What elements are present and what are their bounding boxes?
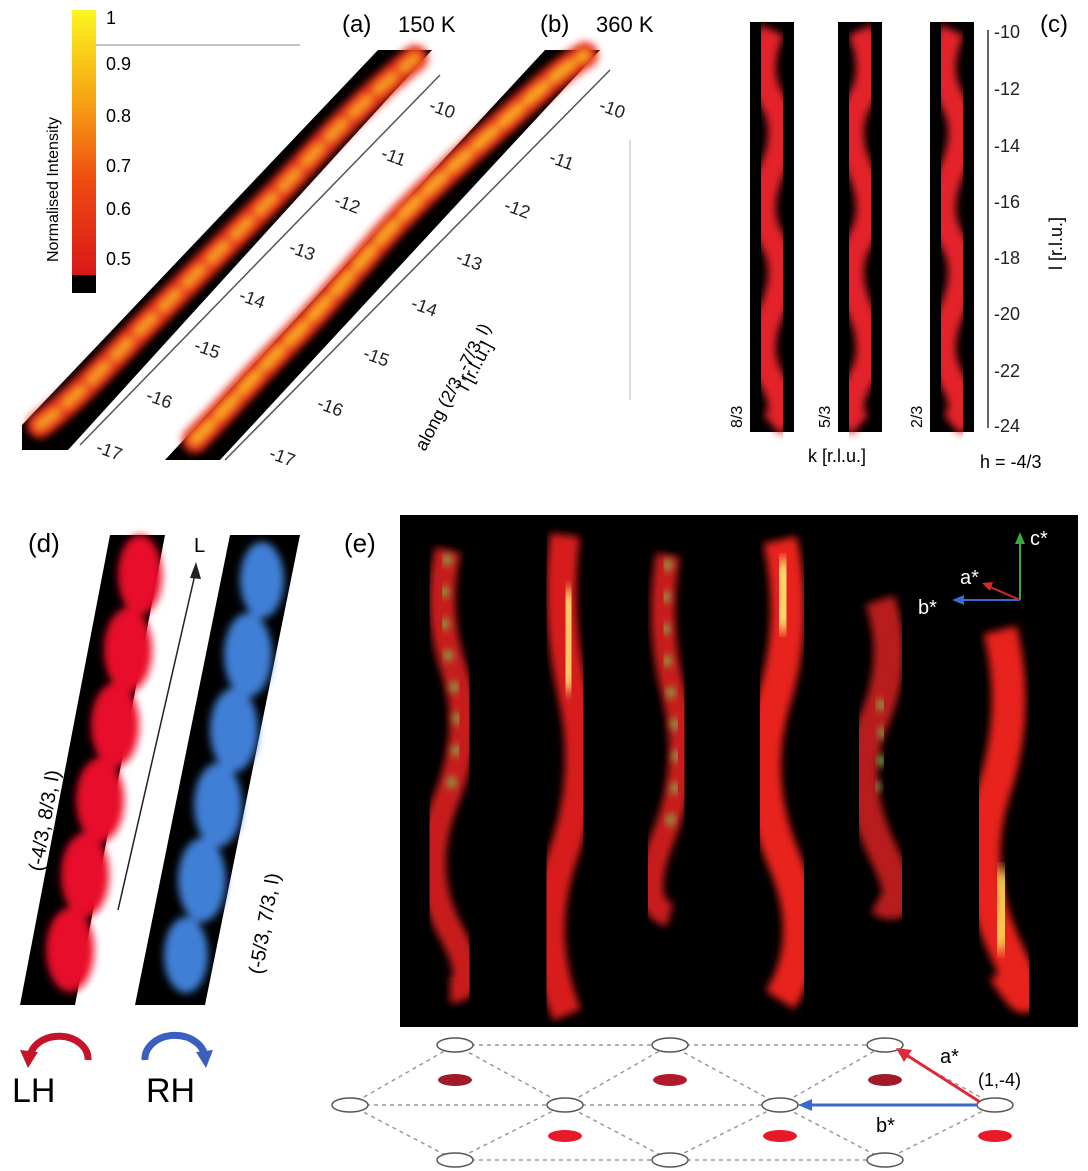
svg-text:-18: -18 bbox=[994, 248, 1020, 268]
panel-b-temp: 360 K bbox=[596, 12, 654, 37]
panel-e-image bbox=[400, 515, 1078, 1027]
svg-text:-16: -16 bbox=[994, 192, 1020, 212]
panel-c-h-label: h = -4/3 bbox=[980, 452, 1042, 472]
lh-curl-icon bbox=[20, 1032, 92, 1068]
panel-d-strip2-label: (-5/3, 7/3, l) bbox=[245, 871, 284, 976]
panel-a-temp: 150 K bbox=[398, 12, 456, 37]
rh-label: RH bbox=[146, 1072, 195, 1110]
svg-text:-16: -16 bbox=[315, 393, 346, 421]
panel-d-L-label: L bbox=[194, 535, 205, 557]
cb-tick: 0.6 bbox=[106, 199, 131, 219]
lattice-a-label: a* bbox=[940, 1046, 959, 1068]
lattice bbox=[349, 1044, 996, 1161]
panel-b-letter: (b) bbox=[540, 11, 569, 38]
cb-tick: 1 bbox=[106, 8, 116, 28]
colorbar-label: Normalised Intensity bbox=[45, 117, 62, 262]
rh-curl-icon bbox=[141, 1031, 213, 1068]
svg-text:-17: -17 bbox=[267, 443, 298, 471]
panel-a-letter: (a) bbox=[342, 11, 371, 38]
svg-text:-14: -14 bbox=[409, 293, 440, 321]
panel-d-L-arrow bbox=[117, 562, 201, 911]
svg-text:-14: -14 bbox=[994, 136, 1020, 156]
panel-e-letter: (e) bbox=[344, 528, 376, 558]
cb-tick: 0.7 bbox=[106, 156, 131, 176]
panel-d-blue-strip bbox=[135, 535, 300, 1005]
svg-text:-15: -15 bbox=[361, 343, 392, 371]
axis-b-label: b* bbox=[918, 597, 937, 619]
svg-text:-12: -12 bbox=[502, 195, 533, 223]
svg-text:-13: -13 bbox=[287, 237, 318, 265]
svg-text:-11: -11 bbox=[379, 143, 409, 170]
panel-d-letter: (d) bbox=[28, 528, 60, 558]
svg-text:-10: -10 bbox=[427, 95, 458, 123]
lattice-vectors bbox=[798, 1048, 981, 1111]
lattice-red-sites bbox=[438, 1074, 1012, 1142]
svg-text:-20: -20 bbox=[994, 304, 1020, 324]
cb-tick: 0.8 bbox=[106, 106, 131, 126]
panel-e-axes bbox=[952, 532, 1025, 605]
panel-c-xlabel: k [r.l.u.] bbox=[808, 446, 866, 466]
panel-d-red-strip bbox=[20, 535, 165, 1005]
lattice-point-label: (1,-4) bbox=[978, 1070, 1021, 1090]
lattice-b-label: b* bbox=[876, 1115, 895, 1137]
svg-text:-12: -12 bbox=[994, 79, 1020, 99]
svg-text:-22: -22 bbox=[994, 361, 1020, 381]
panel-c-ylabel: l [r.l.u.] bbox=[1046, 217, 1066, 270]
lh-label: LH bbox=[12, 1072, 55, 1110]
svg-text:-10: -10 bbox=[597, 95, 628, 123]
panel-b-axis-along: along (2/3, -7/3, l) bbox=[411, 320, 495, 454]
svg-text:-13: -13 bbox=[454, 247, 485, 275]
panel-b-strip bbox=[165, 42, 631, 461]
svg-text:-10: -10 bbox=[994, 22, 1020, 42]
svg-text:-24: -24 bbox=[994, 416, 1020, 436]
panel-a-ticks: -10 -11 -12 -13 -14 -15 -16 -17 bbox=[94, 95, 458, 465]
svg-text:-12: -12 bbox=[332, 190, 363, 218]
axis-a-label: a* bbox=[960, 567, 979, 589]
panel-a-strip bbox=[22, 45, 441, 450]
svg-text:-17: -17 bbox=[94, 437, 125, 465]
lattice-open-sites bbox=[331, 1037, 1014, 1168]
panel-c-letter: (c) bbox=[1040, 11, 1068, 38]
svg-text:-16: -16 bbox=[144, 385, 175, 413]
panel-c-strip-label: 8/3 bbox=[729, 406, 746, 428]
svg-text:-15: -15 bbox=[192, 335, 223, 363]
svg-text:-14: -14 bbox=[237, 285, 268, 313]
svg-text:-11: -11 bbox=[547, 147, 577, 174]
cb-tick: 0.5 bbox=[106, 249, 131, 269]
panel-c-strip-label: 2/3 bbox=[909, 406, 926, 428]
cb-tick: 0.9 bbox=[106, 54, 131, 74]
colorbar: 1 0.9 0.8 0.7 0.6 0.5 Normalised Intensi… bbox=[45, 8, 300, 293]
panel-c-strip-label: 5/3 bbox=[817, 406, 834, 428]
axis-c-label: c* bbox=[1030, 528, 1048, 550]
panel-c-yticks: -10 -12 -14 -16 -18 -20 -22 -24 bbox=[994, 22, 1020, 436]
panel-c-strips bbox=[750, 22, 989, 435]
